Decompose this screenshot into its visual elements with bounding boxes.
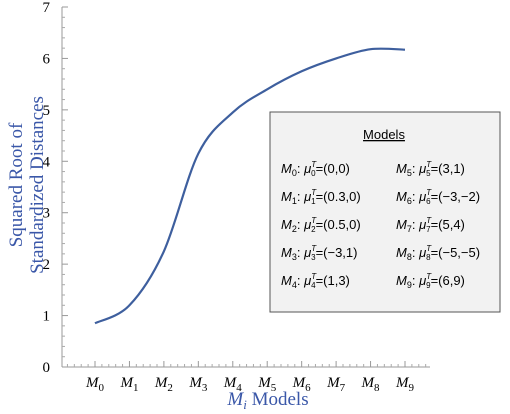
x-ticks: M0 M1 M2 M3 M4 M5 M6 M7 M8 M9 [66, 361, 427, 394]
series-line [94, 47, 406, 325]
x-tick-label: M8 [361, 375, 381, 394]
y-tick-label: 6 [43, 51, 51, 67]
y-tick-label: 2 [43, 257, 51, 273]
axes [61, 7, 430, 368]
y-tick-label: 5 [43, 103, 51, 119]
y-tick-label: 3 [43, 206, 51, 222]
y-axis-title-line2: Standardized Distances [27, 96, 48, 274]
legend-entry: M7: μT 7=(5,4) [396, 216, 465, 234]
legend-entry: M0: μT 0=(0,0) [281, 160, 350, 178]
x-axis-title-main: M [226, 389, 244, 410]
y-tick-label: 0 [43, 360, 51, 376]
legend-entry: M4: μT 4=(1,3) [281, 272, 350, 290]
legend: Models M0: μT 0=(0,0) M1: μT 1=(0.3,0) M2: μ… [269, 111, 501, 313]
x-tick-label: M5 [257, 375, 277, 394]
legend-entry: M8: μT 8=(−5,−5) [396, 244, 480, 262]
y-axis-title: Squared Root of Standardized Distances [6, 96, 48, 274]
legend-entry: M2: μT 2=(0.5,0) [281, 216, 361, 234]
x-tick-label: M9 [395, 375, 415, 394]
x-tick-label: M1 [119, 375, 138, 394]
y-tick-label: 4 [43, 154, 51, 170]
x-axis-title-sub: i [243, 397, 247, 412]
y-tick-label: 7 [43, 0, 51, 16]
legend-entry: M6: μT 6=(−3,−2) [396, 188, 480, 206]
legend-entry: M3: μT 3=(−3,1) [281, 244, 357, 262]
y-tick-label: 1 [43, 309, 51, 325]
legend-entry: M9: μT 9=(6,9) [396, 272, 465, 290]
x-tick-label: M3 [188, 375, 208, 394]
x-tick-label: M4 [223, 375, 243, 394]
x-tick-label: M0 [85, 375, 105, 394]
legend-entry: M5: μT 5=(3,1) [396, 160, 465, 178]
y-ticks: 0 1 2 3 4 5 6 7 [43, 0, 68, 376]
legend-title: Models [363, 127, 405, 142]
legend-entries: M0: μT 0=(0,0) M1: μT 1=(0.3,0) M2: μT 2=(0.5… [281, 160, 480, 290]
legend-entry: M1: μT 1=(0.3,0) [281, 188, 361, 206]
x-tick-label: M6 [292, 375, 312, 394]
x-tick-label: M7 [326, 375, 346, 394]
legend-box [269, 111, 501, 313]
y-axis-title-line1: Squared Root of [6, 122, 27, 247]
x-axis-title-rest: Models [247, 389, 309, 410]
x-axis-title: Mi Models [226, 389, 308, 412]
x-tick-label: M2 [154, 375, 173, 394]
